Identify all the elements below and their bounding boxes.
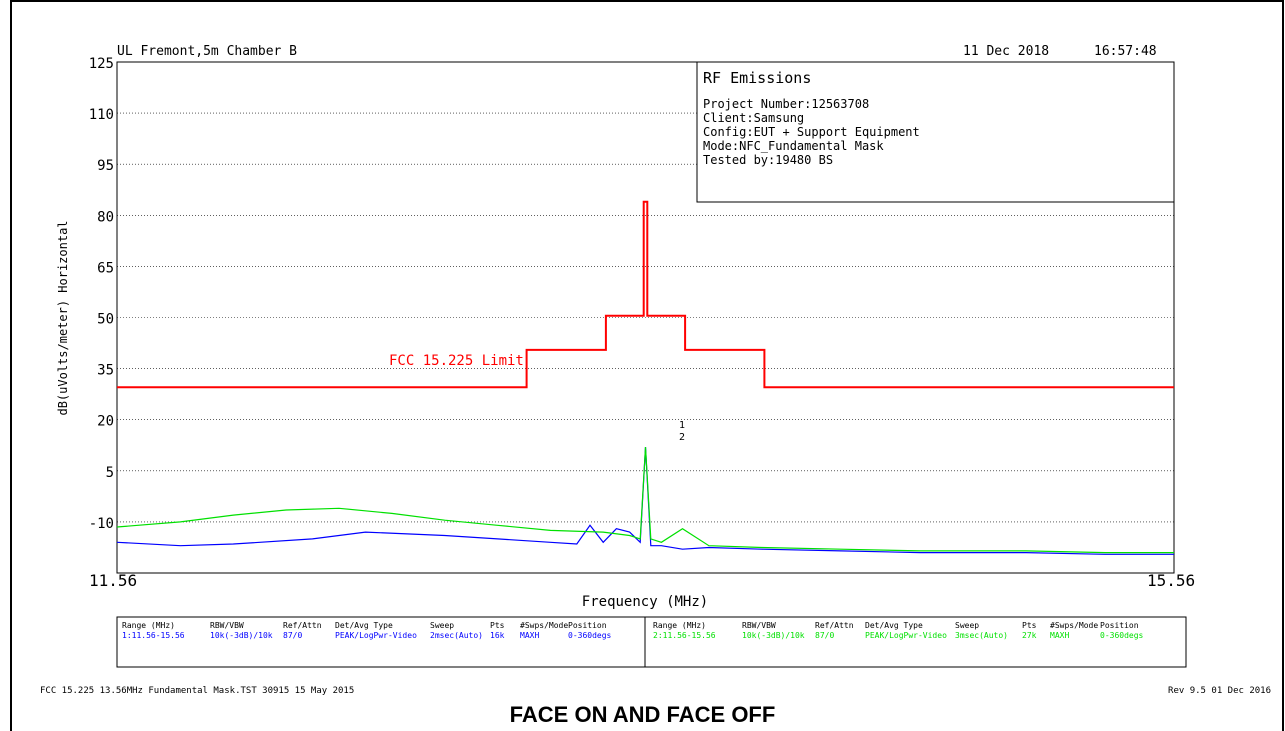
- info-line: Config:EUT + Support Equipment: [703, 125, 920, 139]
- table-header-cell: Position: [568, 621, 607, 630]
- series-lines: [116, 200, 1174, 555]
- footer-right: Rev 9.5 01 Dec 2016: [1168, 686, 1271, 696]
- test-time: 16:57:48: [1094, 44, 1157, 59]
- test-date: 11 Dec 2018: [963, 44, 1049, 59]
- settings-table-cells: Range (MHz) RBW/VBW Ref/Attn Det/Avg Type Sw…: [122, 621, 1144, 640]
- table-value-cell: 87/0: [815, 631, 834, 640]
- table-value-cell: PEAK/LogPwr-Video: [335, 631, 417, 640]
- table-value-cell: 87/0: [283, 631, 302, 640]
- info-line: Client:Samsung: [703, 111, 804, 125]
- y-tick-label: 50: [97, 312, 114, 328]
- table-value-cell: 16k: [490, 631, 505, 640]
- y-tick-label: 35: [97, 363, 114, 379]
- info-line: Mode:NFC_Fundamental Mask: [703, 139, 884, 153]
- page-frame: [10, 0, 1284, 731]
- y-tick-label: 80: [97, 209, 114, 225]
- table-value-cell: 0-360degs: [1100, 631, 1144, 640]
- table-header-cell: RBW/VBW: [210, 621, 244, 630]
- table-header-cell: Det/Avg Type: [335, 621, 393, 630]
- table-value-cell: 1:11.56-15.56: [122, 631, 185, 640]
- footer-left: FCC 15.225 13.56MHz Fundamental Mask.TST…: [40, 686, 354, 696]
- caption: FACE ON AND FACE OFF: [509, 702, 776, 727]
- table-value-cell: 0-360degs: [568, 631, 612, 640]
- table-header-cell: Ref/Attn: [283, 621, 322, 630]
- table-value-cell: PEAK/LogPwr-Video: [865, 631, 947, 640]
- trace-line: [116, 446, 1174, 554]
- table-header-cell: Range (MHz): [653, 621, 706, 630]
- info-box: [696, 61, 1175, 203]
- marker-label: 2: [679, 432, 685, 443]
- table-header-cell: Sweep: [430, 621, 454, 630]
- limit-label: FCC 15.225 Limit: [389, 353, 524, 369]
- table-value-cell: 27k: [1022, 631, 1037, 640]
- y-tick-label: 20: [97, 414, 114, 430]
- info-line: Tested by:19480 BS: [703, 153, 833, 167]
- table-header-cell: Pts: [490, 621, 505, 630]
- x-tick-label: 15.56: [1147, 571, 1195, 590]
- limit-line: [117, 200, 1174, 389]
- y-tick-label: 5: [106, 465, 114, 481]
- table-value-cell: 2:11.56-15.56: [653, 631, 716, 640]
- table-header-cell: RBW/VBW: [742, 621, 776, 630]
- table-header-cell: #Swps/Mode: [1050, 621, 1098, 630]
- table-value-cell: 3msec(Auto): [955, 631, 1008, 640]
- table-header-cell: Pts: [1022, 621, 1037, 630]
- y-tick-label: 125: [89, 56, 114, 72]
- marker-label: 1: [679, 420, 685, 431]
- x-tick-label: 11.56: [89, 571, 137, 590]
- x-axis-label: Frequency (MHz): [582, 594, 708, 610]
- table-value-cell: 10k(-3dB)/10k: [742, 631, 805, 640]
- y-axis-label: dB(uVolts/meter) Horizontal: [56, 220, 70, 415]
- y-tick-label: -10: [89, 516, 114, 532]
- table-value-cell: MAXH: [1050, 631, 1069, 640]
- table-value-cell: 10k(-3dB)/10k: [210, 631, 273, 640]
- trace-line: [116, 446, 1174, 555]
- y-tick-label: 95: [97, 158, 114, 174]
- table-value-cell: MAXH: [520, 631, 539, 640]
- grid-lines: [117, 112, 1174, 523]
- settings-table: [116, 616, 1187, 668]
- table-header-cell: Sweep: [955, 621, 979, 630]
- y-tick-label: 65: [97, 260, 114, 276]
- table-value-cell: 2msec(Auto): [430, 631, 483, 640]
- table-header-cell: Position: [1100, 621, 1139, 630]
- info-line: Project Number:12563708: [703, 97, 869, 111]
- lab-name: UL Fremont,5m Chamber B: [117, 44, 297, 59]
- y-tick-labels: 125 110 95 80 65 50 35 20 5 -10: [89, 56, 114, 532]
- y-tick-label: 110: [89, 107, 114, 123]
- info-title: RF Emissions: [703, 69, 811, 87]
- table-header-cell: Range (MHz): [122, 621, 175, 630]
- table-header-cell: #Swps/Mode: [520, 621, 568, 630]
- table-header-cell: Det/Avg Type: [865, 621, 923, 630]
- table-header-cell: Ref/Attn: [815, 621, 854, 630]
